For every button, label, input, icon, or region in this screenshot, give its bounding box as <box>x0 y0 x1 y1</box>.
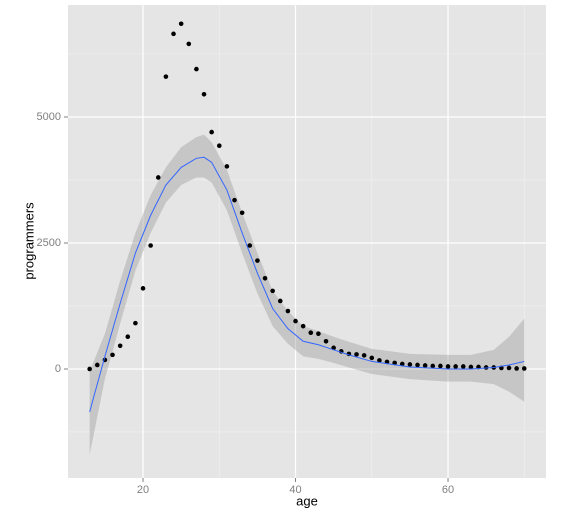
point <box>316 331 321 337</box>
point <box>430 363 436 369</box>
x-tick-label: 60 <box>442 484 454 496</box>
point <box>186 41 192 47</box>
point <box>125 334 131 340</box>
point <box>171 31 176 37</box>
point <box>453 364 458 369</box>
panel <box>68 5 546 478</box>
point <box>155 175 161 180</box>
point <box>354 352 359 357</box>
point <box>224 164 230 169</box>
smooth-line <box>89 156 525 412</box>
point <box>110 352 115 358</box>
point <box>483 365 489 370</box>
confidence-band <box>89 134 525 455</box>
point <box>201 92 207 97</box>
point <box>445 364 451 369</box>
point <box>239 210 245 216</box>
point <box>438 363 443 369</box>
point <box>255 258 260 263</box>
point <box>308 330 314 335</box>
point <box>361 353 367 358</box>
point <box>133 320 138 326</box>
point <box>270 288 275 294</box>
point <box>163 74 169 79</box>
point <box>369 355 375 361</box>
point <box>521 366 527 371</box>
y-axis-title: programmers <box>21 202 36 280</box>
point <box>117 343 123 349</box>
point <box>194 66 199 72</box>
point <box>506 365 512 371</box>
point <box>178 21 184 27</box>
point <box>209 129 214 135</box>
point <box>514 366 519 371</box>
point <box>94 362 100 368</box>
point <box>422 363 428 368</box>
point <box>293 318 298 324</box>
point <box>232 197 237 203</box>
y-tick-label: 5000 <box>37 111 61 123</box>
x-tick-label: 40 <box>289 484 301 496</box>
point <box>377 358 382 363</box>
point <box>415 362 420 368</box>
point <box>323 338 329 344</box>
point <box>460 364 466 369</box>
point <box>87 366 92 372</box>
point <box>285 308 291 314</box>
y-tick-label: 2500 <box>37 237 61 249</box>
point <box>140 286 146 291</box>
marks <box>87 21 527 455</box>
x-tick-label: 20 <box>137 484 149 496</box>
point <box>247 243 253 248</box>
point <box>407 362 413 367</box>
point <box>262 275 268 281</box>
x-axis-title: age <box>296 493 318 508</box>
point <box>399 361 405 367</box>
y-tick-label: 0 <box>55 363 61 375</box>
point <box>468 364 474 370</box>
point <box>300 323 306 329</box>
point <box>216 143 222 149</box>
point <box>148 243 153 248</box>
point <box>277 298 283 304</box>
